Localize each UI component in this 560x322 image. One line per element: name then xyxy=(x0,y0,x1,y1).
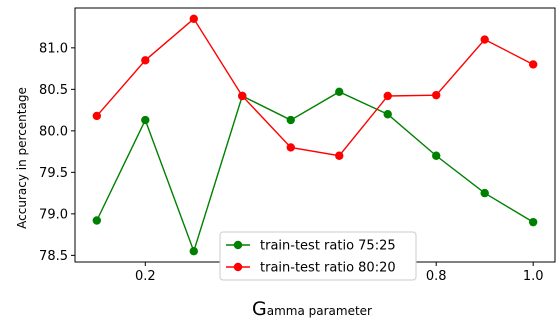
data-point xyxy=(238,91,247,101)
legend-box xyxy=(219,231,417,281)
x-tick-label: 1.0 xyxy=(523,269,544,284)
series-line-2 xyxy=(96,17,534,157)
data-point xyxy=(189,14,198,23)
data-point xyxy=(141,56,150,65)
data-point xyxy=(92,111,102,121)
y-tick-label: 79.5 xyxy=(39,166,68,181)
y-tick-label: 79.0 xyxy=(39,207,68,222)
legend-label: train-test ratio 75:25 xyxy=(260,239,396,254)
x-axis-label: Gamma parameter xyxy=(252,298,372,320)
y-tick-label: 81.0 xyxy=(39,41,68,56)
data-point xyxy=(286,115,295,125)
data-point xyxy=(189,247,198,256)
legend-marker xyxy=(233,240,243,250)
data-point xyxy=(480,35,489,44)
data-point xyxy=(480,188,489,198)
x-tick-label: 0.2 xyxy=(135,269,156,284)
x-tick-label: 0.8 xyxy=(426,269,447,284)
legend-label: train-test ratio 80:20 xyxy=(260,261,396,276)
y-tick-label: 80.0 xyxy=(39,124,68,139)
y-axis-label: Accuracy in percentage xyxy=(15,87,29,229)
data-point xyxy=(92,216,102,225)
legend-marker xyxy=(233,262,243,272)
data-point xyxy=(383,110,392,119)
data-point xyxy=(335,87,344,97)
data-point xyxy=(286,143,295,152)
plot-frame xyxy=(74,7,556,263)
data-point xyxy=(432,90,441,100)
x-axis-label-rest: amma parameter xyxy=(267,304,372,318)
data-point xyxy=(528,217,538,227)
data-point xyxy=(432,151,441,160)
data-point xyxy=(383,91,392,101)
data-point xyxy=(528,60,538,69)
plot-area: 0.20.40.60.81.078.579.079.580.080.581.0t… xyxy=(39,7,556,284)
y-tick-label: 80.5 xyxy=(39,83,68,98)
x-axis-label-initial: G xyxy=(252,298,267,320)
data-point xyxy=(335,151,344,160)
y-tick-label: 78.5 xyxy=(39,249,68,264)
data-point xyxy=(141,115,150,125)
series-line-1 xyxy=(96,91,534,254)
